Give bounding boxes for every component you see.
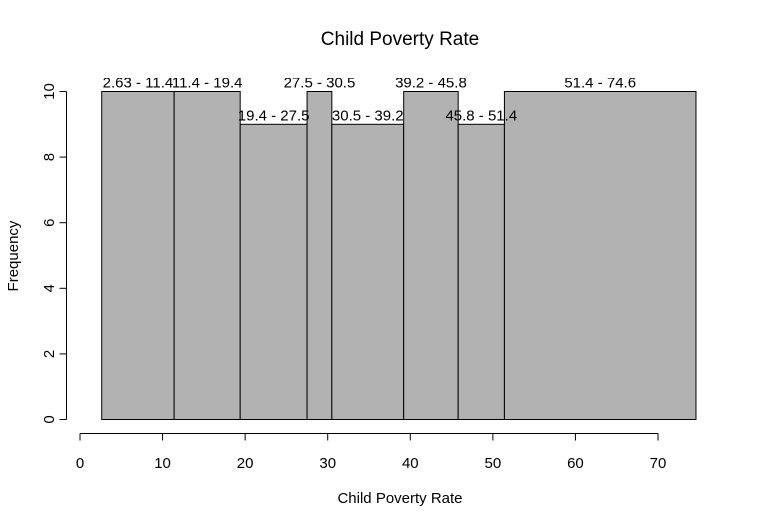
x-axis: 0 10 20 30 40 50 60 70 xyxy=(76,433,667,472)
y-axis-label: Frequency xyxy=(5,220,22,291)
bar-labels-group: 2.63 - 11.411.4 - 19.4 19.4 - 27.5 27.5 - … xyxy=(103,75,636,124)
x-tick-label: 20 xyxy=(237,455,254,472)
x-tick-label: 30 xyxy=(319,455,336,472)
histogram-bar xyxy=(331,123,405,421)
y-tick-label: 10 xyxy=(41,83,58,100)
bar-range-label: 27.5 - 30.5 xyxy=(284,75,356,92)
bar-range-label: 19.4 - 27.5 xyxy=(238,107,310,124)
chart-title: Child Poverty Rate xyxy=(321,29,479,50)
y-tick-label: 8 xyxy=(41,153,58,161)
bar-range-label: 39.2 - 45.8 xyxy=(395,75,467,92)
bars-group xyxy=(101,91,697,421)
x-axis-label: Child Poverty Rate xyxy=(337,490,462,507)
y-tick-label: 0 xyxy=(41,415,58,423)
x-tick-label: 70 xyxy=(650,455,667,472)
y-tick-label: 2 xyxy=(41,350,58,358)
x-tick-label: 0 xyxy=(76,455,84,472)
x-tick-label: 50 xyxy=(485,455,502,472)
histogram-bar xyxy=(173,91,241,420)
histogram-bar xyxy=(239,123,308,421)
bar-range-label: 51.4 - 74.6 xyxy=(564,75,636,92)
x-tick-label: 60 xyxy=(567,455,584,472)
histogram-bar xyxy=(457,123,505,421)
y-axis: 0 2 4 6 8 10 xyxy=(41,83,67,424)
y-tick-label: 6 xyxy=(41,219,58,227)
histogram-bar xyxy=(101,91,175,420)
bar-range-label: 2.63 - 11.4 xyxy=(103,75,174,92)
y-tick-label: 4 xyxy=(41,284,58,292)
bar-range-label: 11.4 - 19.4 xyxy=(172,75,243,92)
bar-range-label: 45.8 - 51.4 xyxy=(445,107,517,124)
bar-range-label: 30.5 - 39.2 xyxy=(332,107,404,124)
histogram-bar xyxy=(306,91,333,420)
histogram-bar xyxy=(403,91,459,420)
histogram-bar xyxy=(503,91,697,420)
x-tick-label: 10 xyxy=(154,455,171,472)
x-tick-label: 40 xyxy=(402,455,419,472)
